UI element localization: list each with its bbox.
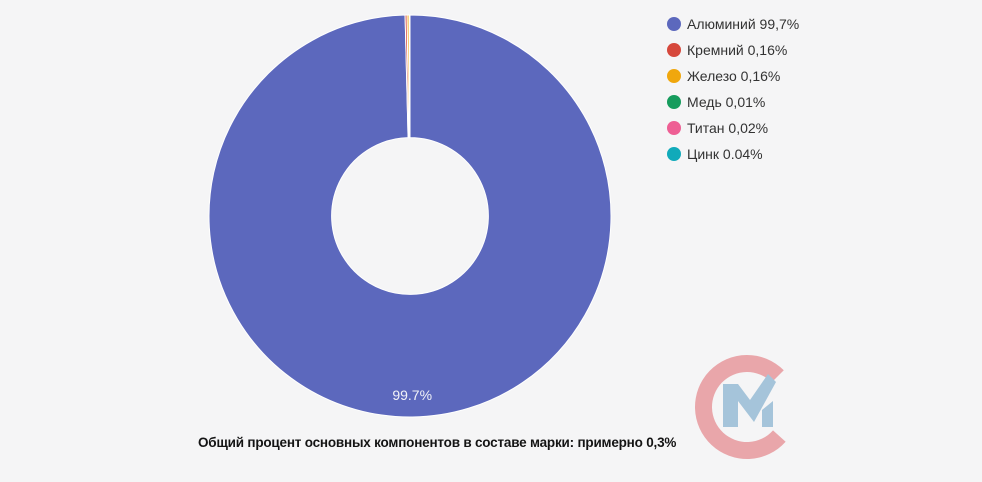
- legend-item-silicon[interactable]: Кремний 0,16%: [667, 37, 799, 63]
- legend-item-label: Медь 0,01%: [687, 94, 766, 110]
- legend-item-label: Железо 0,16%: [687, 68, 781, 84]
- chart-caption: Общий процент основных компонентов в сос…: [198, 435, 677, 450]
- legend-marker-icon: [667, 121, 681, 135]
- logo-letter-m-check: [723, 374, 776, 427]
- logo-letter-c: [695, 355, 786, 459]
- donut-slices: [208, 14, 612, 418]
- legend-item-zinc[interactable]: Цинк 0.04%: [667, 141, 799, 167]
- legend-item-copper[interactable]: Медь 0,01%: [667, 89, 799, 115]
- legend-marker-icon: [667, 43, 681, 57]
- logo-letter-m-right-leg: [762, 401, 773, 427]
- slice-datalabel: 99.7%: [392, 387, 432, 403]
- legend-marker-icon: [667, 69, 681, 83]
- donut-slice-0[interactable]: [208, 14, 612, 418]
- legend-item-iron[interactable]: Железо 0,16%: [667, 63, 799, 89]
- legend-item-label: Кремний 0,16%: [687, 42, 788, 58]
- legend-item-titanium[interactable]: Титан 0,02%: [667, 115, 799, 141]
- legend-marker-icon: [667, 17, 681, 31]
- legend-item-aluminium[interactable]: Алюминий 99,7%: [667, 11, 799, 37]
- legend: Алюминий 99,7% Кремний 0,16% Железо 0,16…: [667, 11, 799, 167]
- legend-marker-icon: [667, 147, 681, 161]
- legend-marker-icon: [667, 95, 681, 109]
- watermark-logo: [695, 355, 786, 459]
- legend-item-label: Алюминий 99,7%: [687, 16, 800, 32]
- legend-item-label: Титан 0,02%: [687, 120, 769, 136]
- donut-slice-5[interactable]: [408, 14, 411, 139]
- legend-item-label: Цинк 0.04%: [687, 146, 763, 162]
